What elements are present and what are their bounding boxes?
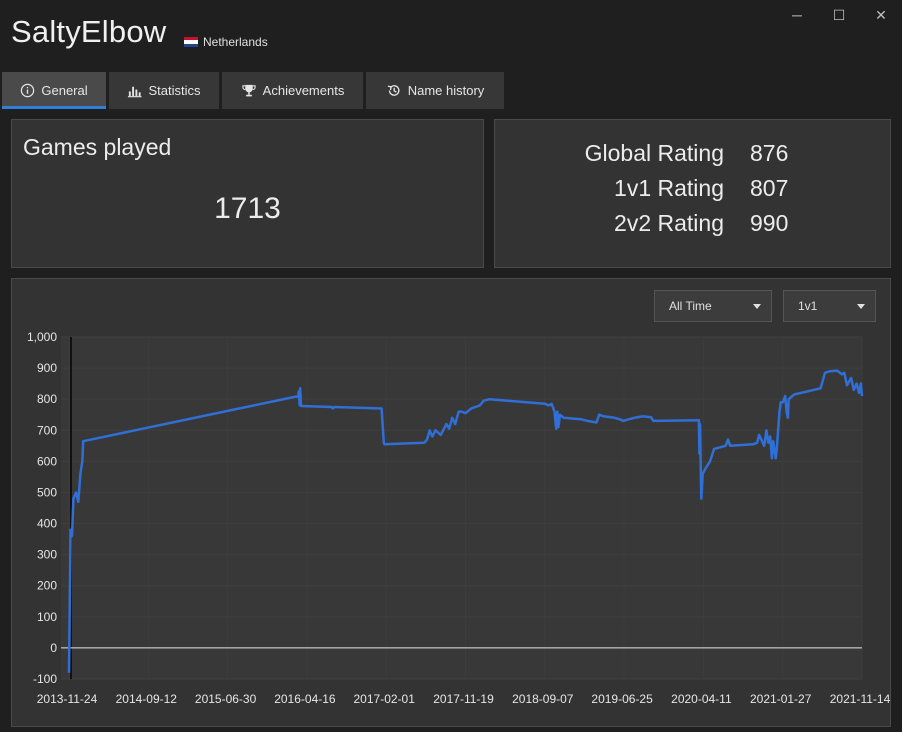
tab-name-history[interactable]: Name history bbox=[366, 72, 504, 109]
y-tick-label: -100 bbox=[33, 672, 57, 686]
country-label: Netherlands bbox=[184, 35, 268, 49]
tab-label: General bbox=[41, 83, 88, 98]
y-tick-label: 900 bbox=[37, 361, 57, 375]
bar-chart-icon bbox=[127, 83, 143, 98]
y-tick-label: 0 bbox=[50, 641, 57, 655]
y-tick-label: 200 bbox=[37, 579, 57, 593]
games-played-title: Games played bbox=[23, 134, 172, 160]
x-tick-label: 2017-11-19 bbox=[433, 692, 494, 706]
y-tick-label: 700 bbox=[37, 423, 57, 437]
x-tick-label: 2015-06-30 bbox=[195, 692, 257, 706]
plot-area bbox=[61, 337, 862, 679]
maximize-button[interactable]: ☐ bbox=[832, 6, 846, 23]
rating-line bbox=[67, 369, 864, 673]
x-tick-label: 2014-09-12 bbox=[116, 692, 178, 706]
tab-bar: General Statistics Achievements Name his… bbox=[2, 72, 504, 109]
netherlands-flag-icon bbox=[184, 37, 198, 47]
tab-general[interactable]: General bbox=[2, 72, 106, 109]
rating-value: 990 bbox=[750, 210, 789, 236]
info-icon bbox=[20, 83, 35, 98]
x-tick-label: 2021-11-14 bbox=[830, 692, 891, 706]
period-dropdown[interactable]: All Time bbox=[654, 290, 772, 322]
ratings-panel: Global Rating 876 1v1 Rating 807 2v2 Rat… bbox=[494, 119, 891, 268]
country-name: Netherlands bbox=[203, 35, 268, 49]
tab-statistics[interactable]: Statistics bbox=[109, 72, 219, 109]
x-tick-label: 2020-04-11 bbox=[671, 692, 732, 706]
y-tick-label: 600 bbox=[37, 454, 57, 468]
x-tick-label: 2013-11-24 bbox=[37, 692, 98, 706]
y-tick-label: 300 bbox=[37, 548, 57, 562]
x-tick-label: 2018-09-07 bbox=[512, 692, 574, 706]
games-played-value: 1713 bbox=[214, 192, 281, 225]
close-button[interactable]: ✕ bbox=[875, 6, 887, 23]
y-tick-label: 800 bbox=[37, 392, 57, 406]
y-tick-label: 100 bbox=[37, 610, 57, 624]
rating-value: 807 bbox=[750, 175, 789, 201]
rating-label: 1v1 Rating bbox=[614, 175, 724, 201]
tab-label: Statistics bbox=[148, 83, 201, 98]
chevron-down-icon bbox=[857, 303, 865, 309]
y-tick-label: 400 bbox=[37, 517, 57, 531]
period-dropdown-value: All Time bbox=[669, 299, 712, 313]
2v2-rating-row: 2v2 Rating 990 bbox=[495, 210, 890, 240]
mode-dropdown[interactable]: 1v1 bbox=[783, 290, 876, 322]
window-controls: ─ ☐ ✕ bbox=[776, 0, 902, 30]
minimize-button[interactable]: ─ bbox=[792, 7, 802, 23]
y-tick-label: 1,000 bbox=[27, 330, 57, 344]
y-tick-label: 500 bbox=[37, 485, 57, 499]
chevron-down-icon bbox=[753, 303, 761, 309]
trophy-icon bbox=[241, 83, 257, 98]
x-tick-label: 2021-01-27 bbox=[750, 692, 812, 706]
history-icon bbox=[386, 83, 402, 98]
rating-label: 2v2 Rating bbox=[614, 210, 724, 236]
global-rating-row: Global Rating 876 bbox=[495, 140, 890, 170]
x-tick-label: 2016-04-16 bbox=[274, 692, 336, 706]
tab-label: Name history bbox=[407, 83, 485, 98]
mode-dropdown-value: 1v1 bbox=[798, 299, 818, 313]
player-name: SaltyElbow bbox=[11, 14, 167, 49]
title-bar: SaltyElbow Netherlands ─ ☐ ✕ bbox=[0, 0, 902, 70]
tab-label: Achievements bbox=[262, 83, 345, 98]
games-played-panel: Games played 1713 bbox=[11, 119, 484, 268]
rating-label: Global Rating bbox=[584, 140, 724, 166]
rating-value: 876 bbox=[750, 140, 789, 166]
x-tick-label: 2019-06-25 bbox=[591, 692, 653, 706]
tab-achievements[interactable]: Achievements bbox=[222, 72, 363, 109]
x-tick-label: 2017-02-01 bbox=[354, 692, 416, 706]
1v1-rating-row: 1v1 Rating 807 bbox=[495, 175, 890, 205]
